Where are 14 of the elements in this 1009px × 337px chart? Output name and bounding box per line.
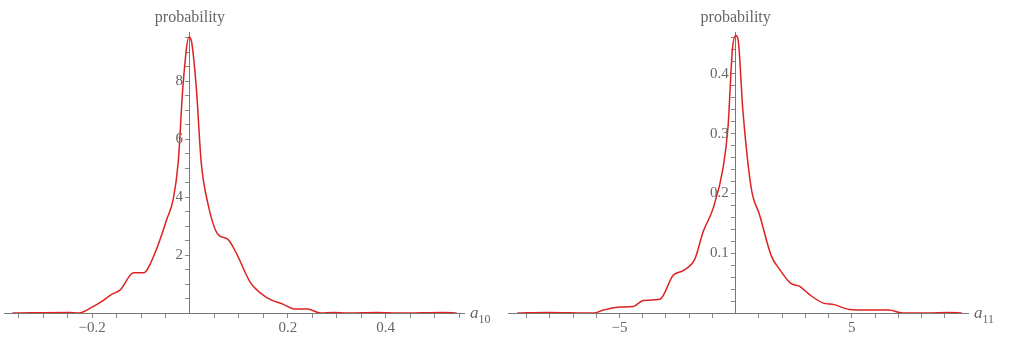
line-series [11,36,458,313]
x-tick-label: −0.2 [78,318,106,335]
y-tick-label: 0.1 [709,244,729,261]
y-tick-label: 8 [175,72,183,89]
y-axis-title: probability [154,8,226,26]
x-tick-label: 0.2 [278,318,298,335]
y-tick-label: 4 [175,188,184,205]
x-tick-label: −5 [611,318,628,335]
x-tick-label: 0.4 [376,318,396,335]
line-series [516,34,963,313]
x-tick-label: 5 [848,318,856,335]
y-axis-title: probability [700,8,771,26]
y-tick-label: 2 [175,246,183,262]
y-tick-label: 0.4 [709,64,730,81]
